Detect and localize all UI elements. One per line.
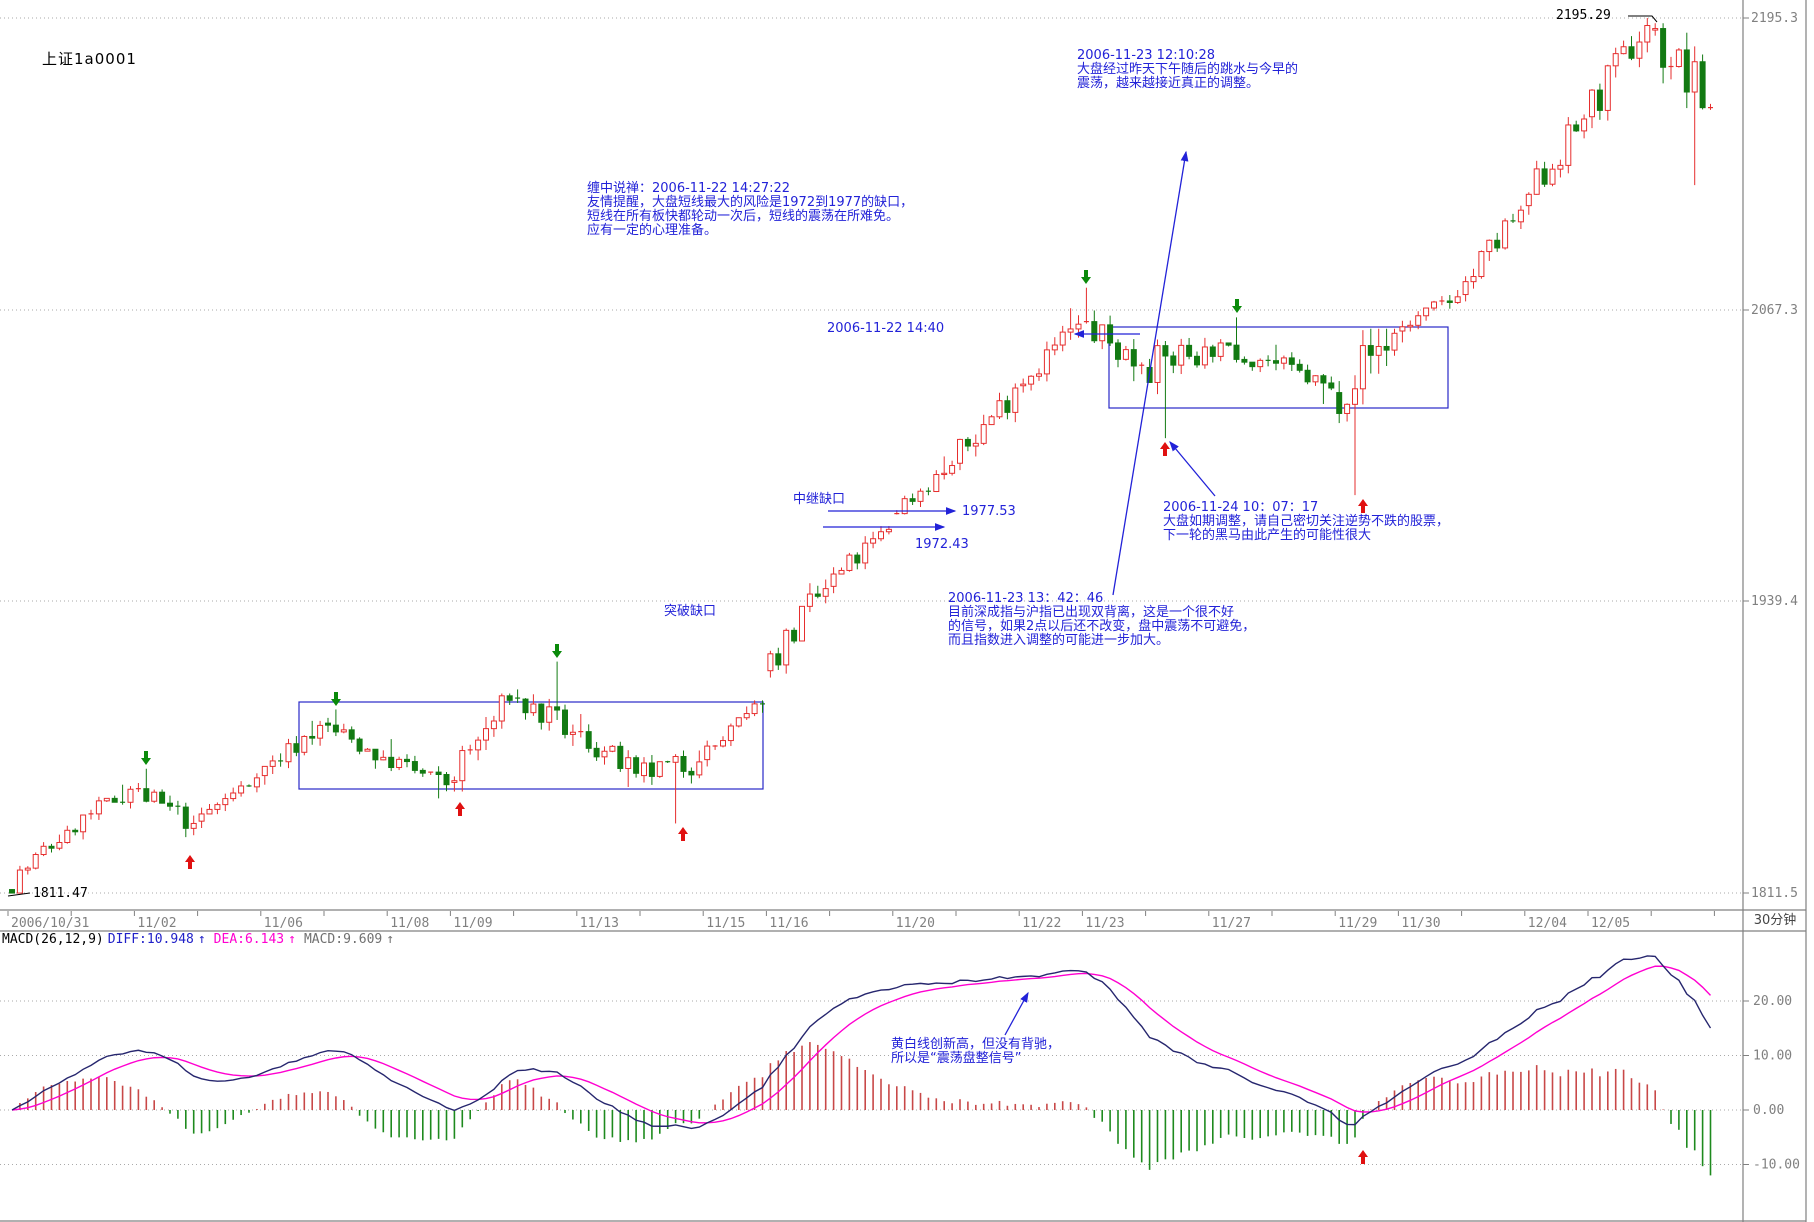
price-axis-label: 2067.3	[1751, 303, 1798, 318]
diff-line	[11, 955, 1712, 1130]
remark-macd-signal: 黄白线创新高，但没有背驰，所以是“震荡盘整信号”	[891, 1036, 1060, 1066]
date-tick-label: 11/23	[1085, 916, 1124, 931]
buy-signal-arrow-icon	[1160, 442, 1170, 456]
date-tick-label: 11/06	[264, 916, 303, 931]
buy-signal-arrow-icon	[1358, 499, 1368, 513]
macd-up-arrow-icon: ↑	[386, 932, 395, 947]
buy-signal-arrow-icon	[678, 827, 688, 841]
date-tick-label: 11/15	[706, 916, 745, 931]
remark-1123-1210: 2006-11-23 12:10:28 大盘经过昨天下午随后的跳水与今早的震荡，越…	[1077, 48, 1298, 91]
consolidation-box-2	[1108, 326, 1449, 409]
macd-axis-label: 0.00	[1753, 1103, 1784, 1118]
dea-line	[11, 965, 1712, 1124]
macd-diff-value: DIFF:10.948	[107, 932, 194, 947]
macd-params-label: MACD(26,12,9)	[2, 932, 104, 947]
sell-signal-arrow-icon	[552, 644, 562, 658]
timeframe-button[interactable]: 30分钟	[1753, 913, 1797, 928]
value-gap-bottom: 1972.43	[915, 537, 969, 552]
buy-signal-arrow-icon	[1358, 1150, 1368, 1164]
pointer-macd-peak	[1004, 991, 1029, 1036]
start-price-label: 1811.47	[33, 886, 88, 901]
remark-1122-1427: 缠中说禅：2006-11-22 14:27:22 友情提醒，大盘短线最大的风险是1…	[587, 180, 913, 238]
sell-signal-arrow-icon	[141, 751, 151, 765]
candlestick-series	[9, 18, 1713, 894]
value-gap-top: 1977.53	[962, 504, 1016, 519]
date-axis: 2006/10/31 11/02 11/06 11/08 11/09 11/13 11/15…	[7, 911, 1715, 931]
date-tick-label: 12/04	[1528, 916, 1567, 931]
label-continuation-gap: 中继缺口	[793, 492, 845, 507]
price-axis-label: 2195.3	[1751, 11, 1798, 26]
macd-series	[11, 955, 1712, 1176]
diff-up-arrow-icon: ↑	[197, 932, 206, 947]
date-tick-label: 11/09	[453, 916, 492, 931]
price-axis-label: 1939.4	[1751, 594, 1798, 609]
macd-axis-label: -10.00	[1753, 1158, 1800, 1173]
date-tick-label: 11/27	[1212, 916, 1251, 931]
date-tick-label: 11/20	[896, 916, 935, 931]
macd-axis-label: 20.00	[1753, 994, 1792, 1009]
gridlines	[0, 17, 1743, 1165]
sell-signal-arrow-icon	[1232, 299, 1242, 313]
macd-dea-value: DEA:6.143	[213, 932, 285, 947]
buy-signal-arrow-icon	[455, 802, 465, 816]
buy-signal-arrow-icon	[185, 855, 195, 869]
leader-line	[1628, 15, 1658, 23]
macd-macd-value: MACD:9.609	[303, 932, 383, 947]
date-tick-label: 11/30	[1401, 916, 1440, 931]
pointer-1342-to-top	[1112, 150, 1189, 596]
date-tick-label: 12/05	[1591, 916, 1630, 931]
peak-price-label: 2195.29	[1556, 8, 1611, 23]
remark-1123-1342: 2006-11-23 13：42：46 目前深成指与沪指已出现双背离，这是一个很不…	[948, 591, 1255, 648]
pointer-1007-to-low	[1169, 441, 1216, 497]
remark-1124-1007: 2006-11-24 10：07：17 大盘如期调整，请自己密切关注逆势不跌的股票…	[1163, 500, 1449, 543]
date-tick-label: 11/08	[390, 916, 429, 931]
sell-signal-arrow-icon	[331, 692, 341, 706]
label-breakout-gap: 突破缺口	[664, 603, 716, 619]
date-tick-label: 11/22	[1022, 916, 1061, 931]
date-tick-label: 2006/10/31	[11, 916, 89, 931]
dea-up-arrow-icon: ↑	[288, 932, 296, 947]
macd-indicator-row: MACD(26,12,9) DIFF:10.948 ↑ DEA:6.143 ↑ MACD:…	[2, 933, 398, 947]
macd-axis-label: 10.00	[1753, 1049, 1792, 1064]
instrument-title: 上证1a0001	[42, 50, 137, 68]
price-axis-label: 1811.5	[1751, 886, 1798, 901]
price-axis: 2195.3 2067.3 1939.4 1811.5 20.00 10.00 0.00 -1…	[1743, 11, 1800, 1173]
date-tick-label: 11/13	[580, 916, 619, 931]
date-tick-label: 11/02	[137, 916, 176, 931]
sell-signal-arrow-icon	[1081, 270, 1091, 284]
leader-line	[7, 892, 31, 897]
consolidation-box-1	[298, 701, 764, 790]
label-1122-1440: 2006-11-22 14:40	[827, 321, 944, 336]
date-tick-label: 11/29	[1338, 916, 1377, 931]
date-tick-label: 11/16	[769, 916, 808, 931]
